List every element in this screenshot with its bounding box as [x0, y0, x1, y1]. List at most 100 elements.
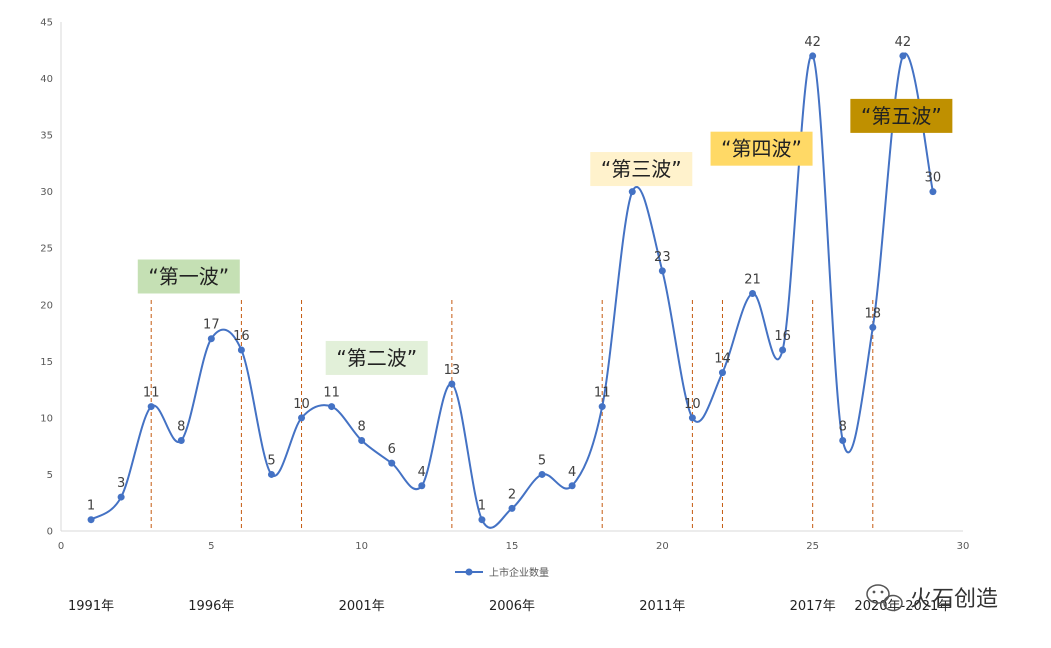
- y-tick-label: 40: [40, 74, 53, 85]
- data-label: 8: [177, 420, 185, 435]
- y-tick-label: 45: [40, 18, 53, 29]
- data-point: [749, 289, 757, 297]
- watermark: 火石创造: [866, 584, 998, 612]
- wave-label: “第五波”: [861, 104, 942, 128]
- data-point: [688, 414, 696, 422]
- year-label: 2006年: [489, 599, 535, 614]
- wave-label: “第三波”: [601, 157, 682, 181]
- data-point: [718, 369, 726, 377]
- data-label: 6: [388, 442, 396, 457]
- wave-label-box: [710, 131, 813, 166]
- x-tick-label: 0: [58, 541, 64, 552]
- watermark-text: 火石创造: [910, 587, 998, 612]
- year-label: 2001年: [339, 599, 385, 614]
- data-label: 17: [203, 318, 220, 333]
- data-point: [207, 335, 215, 343]
- year-label: 2017年: [790, 599, 836, 614]
- legend-label: 上市企业数量: [489, 566, 549, 579]
- x-tick-label: 20: [656, 541, 669, 552]
- data-label: 10: [684, 397, 701, 412]
- wave-label-box: [850, 98, 953, 133]
- data-point: [478, 516, 486, 524]
- data-point: [388, 459, 396, 467]
- data-label: 42: [804, 35, 821, 50]
- data-point: [418, 482, 426, 490]
- data-label: 1: [478, 499, 486, 514]
- data-point: [929, 188, 937, 196]
- wave-label-box: [590, 152, 693, 187]
- data-point: [237, 346, 245, 354]
- legend: 上市企业数量: [455, 566, 549, 579]
- data-label: 42: [895, 35, 912, 50]
- y-tick-label: 20: [40, 300, 53, 311]
- wave-label: “第四波”: [721, 137, 802, 161]
- data-point: [568, 482, 576, 490]
- data-point: [448, 380, 456, 388]
- data-label: 11: [594, 386, 611, 401]
- year-label: 1991年: [68, 599, 114, 614]
- data-label: 2: [508, 487, 516, 502]
- data-label: 5: [538, 453, 546, 468]
- y-tick-label: 10: [40, 413, 53, 424]
- y-tick-label: 25: [40, 244, 53, 255]
- data-point: [809, 52, 817, 60]
- wave-label-box: [137, 259, 240, 294]
- year-labels: 1991年 1996年 2001年 2006年 2011年 2017年 2020年-2021…: [68, 599, 951, 614]
- legend-marker: [465, 568, 473, 576]
- data-point: [328, 403, 336, 411]
- data-point: [628, 188, 636, 196]
- y-tick-label: 5: [47, 470, 53, 481]
- data-label: 1: [87, 499, 95, 514]
- data-point: [267, 470, 275, 478]
- data-label: 14: [714, 352, 731, 367]
- data-label: 16: [233, 329, 250, 344]
- y-tick-label: 30: [40, 187, 53, 198]
- y-tick-label: 15: [40, 357, 53, 368]
- y-tick-label: 35: [40, 131, 53, 142]
- data-point: [177, 437, 185, 445]
- wechat-icon: [866, 584, 903, 612]
- data-label: 23: [654, 250, 671, 265]
- data-label: 8: [358, 420, 366, 435]
- data-point: [87, 516, 95, 524]
- data-point: [779, 346, 787, 354]
- series-line-group: [90, 52, 934, 529]
- data-label: 10: [293, 397, 310, 412]
- wave-label-box: [325, 340, 428, 375]
- data-point: [147, 403, 155, 411]
- x-tick-label: 25: [806, 541, 819, 552]
- data-label: 5: [267, 453, 275, 468]
- year-label: 2011年: [639, 599, 685, 614]
- x-tick-label: 5: [208, 541, 214, 552]
- data-point: [358, 437, 366, 445]
- x-tick-label: 15: [506, 541, 519, 552]
- data-label: 30: [925, 171, 942, 186]
- data-label: 18: [865, 306, 882, 321]
- data-label: 3: [117, 476, 125, 491]
- wave-label: “第二波”: [336, 346, 417, 370]
- wave-label: “第一波”: [148, 265, 229, 289]
- series-line: [90, 52, 934, 529]
- year-label: 1996年: [188, 599, 234, 614]
- data-labels: 1311817165101186413125411302310142116428…: [87, 35, 941, 514]
- data-point: [839, 437, 847, 445]
- data-label: 8: [839, 420, 847, 435]
- series-points: [87, 52, 937, 524]
- wave-annotations: “第一波” “第二波” “第三波” “第四波” “第五波”: [137, 98, 953, 375]
- data-label: 16: [774, 329, 791, 344]
- data-point: [538, 470, 546, 478]
- data-label: 4: [568, 465, 576, 480]
- data-point: [117, 493, 125, 501]
- x-tick-label: 30: [957, 541, 970, 552]
- data-point: [899, 52, 907, 60]
- data-point: [869, 323, 877, 331]
- data-label: 13: [444, 363, 461, 378]
- x-tick-label: 10: [355, 541, 368, 552]
- data-point: [658, 267, 666, 275]
- data-point: [598, 403, 606, 411]
- data-label: 4: [418, 465, 426, 480]
- data-label: 21: [744, 272, 761, 287]
